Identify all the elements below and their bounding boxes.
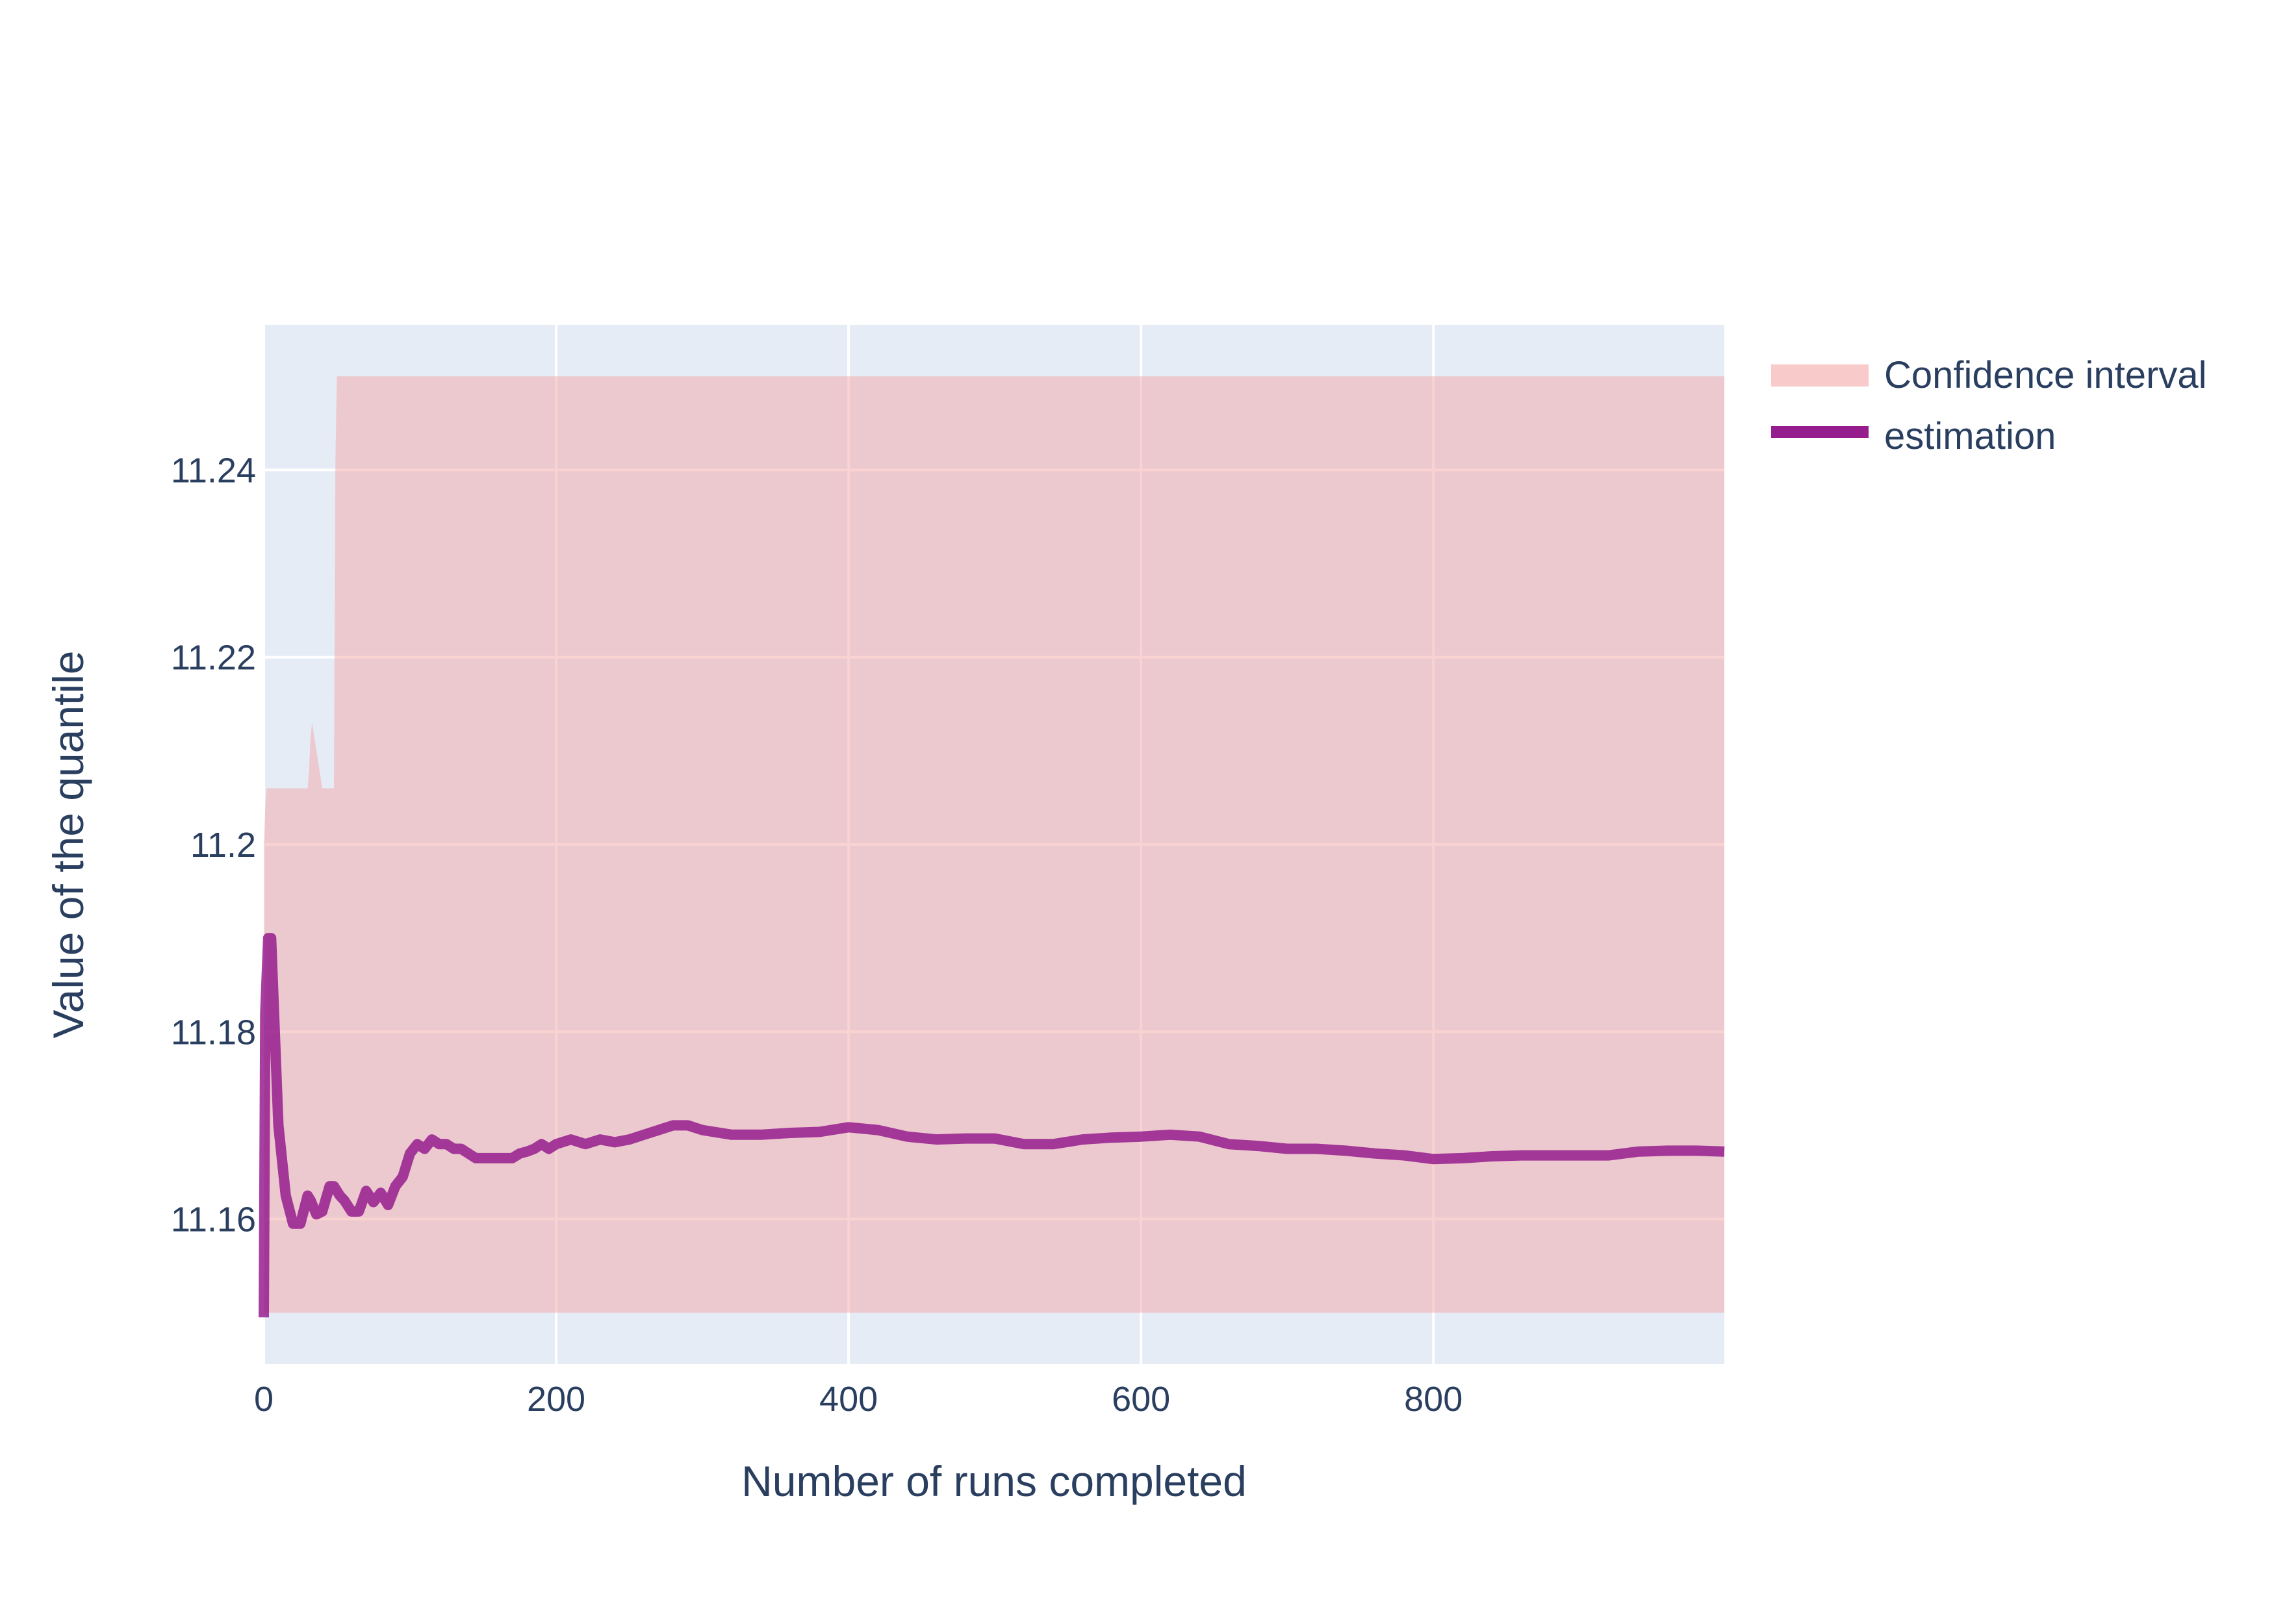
legend: Confidence interval estimation — [1771, 354, 2207, 457]
estimation-line — [259, 933, 1725, 1317]
y-tick-label: 11.22 — [171, 639, 256, 678]
y-tick-label: 11.24 — [171, 451, 256, 490]
x-axis-title: Number of runs completed — [741, 1457, 1247, 1505]
x-tick-label: 200 — [527, 1380, 585, 1419]
x-tick-label: 600 — [1112, 1380, 1170, 1419]
confidence-interval-band — [264, 376, 1724, 1313]
legend-swatch-confidence-interval — [1771, 364, 1869, 387]
legend-label-confidence-interval: Confidence interval — [1884, 354, 2207, 396]
y-tick-label: 11.16 — [171, 1200, 256, 1239]
x-tick-label: 0 — [254, 1380, 274, 1419]
y-tick-label: 11.2 — [190, 826, 256, 865]
y-tick-label: 11.18 — [171, 1013, 256, 1052]
series-layer — [259, 376, 1725, 1317]
legend-label-estimation: estimation — [1884, 415, 2056, 457]
x-tick-label: 400 — [819, 1380, 878, 1419]
x-tick-label: 800 — [1404, 1380, 1463, 1419]
y-axis-title: Value of the quantile — [44, 651, 92, 1039]
tick-labels: 0 200 400 600 800 11.16 11.18 11.2 11.22 11.24 — [171, 451, 1463, 1419]
